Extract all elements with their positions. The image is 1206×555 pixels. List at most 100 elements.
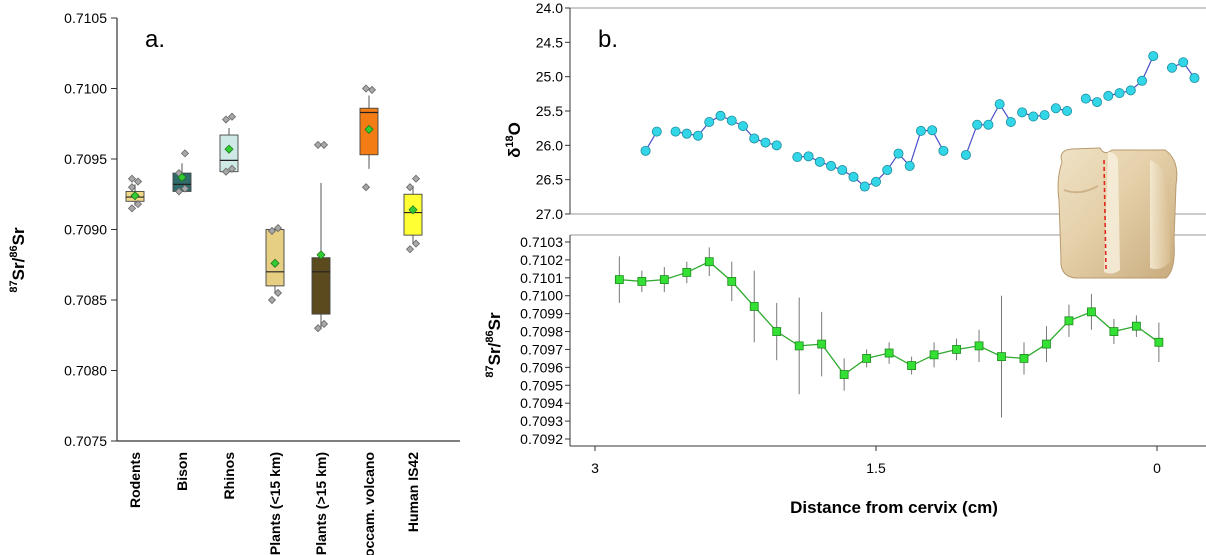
o18-point: [972, 119, 983, 130]
sr-point: [682, 268, 692, 277]
panel-a-label: a.: [145, 26, 165, 53]
box-outlier-point: [174, 187, 184, 196]
sr-point: [1019, 354, 1029, 363]
sr-point: [1109, 327, 1119, 336]
box-outlier-point: [127, 183, 137, 192]
panel-a-category-label: Plants (>15 km): [313, 452, 329, 555]
panel-a-x-labels: Rodents Bison Rhinos Plants (<15 km) Plants …: [127, 452, 421, 555]
panel-a-category-label: Human IS42: [405, 452, 421, 532]
o18-point: [1125, 85, 1136, 96]
panel-a-y-tick-label: 0.7100: [64, 81, 107, 97]
o18-point: [749, 133, 760, 144]
sr-point: [1064, 316, 1074, 326]
panel-a-y-tick-label: 0.7075: [64, 433, 107, 449]
box-outlier-point: [367, 85, 377, 94]
box-outlier-point: [405, 183, 415, 192]
o18-point: [927, 125, 938, 136]
sr-point: [1131, 321, 1141, 331]
panel-a-category-label: Rhinos: [221, 452, 237, 500]
box-outlier-point: [319, 319, 329, 329]
box-outlier-point: [405, 245, 415, 254]
o18-point: [715, 110, 726, 121]
box-outlier-point: [273, 288, 283, 298]
o18-point: [1178, 57, 1189, 68]
panel-b-sr-series: [614, 247, 1164, 418]
tooth-sampling-line: [1103, 159, 1107, 271]
box-rect: [311, 257, 331, 315]
panel-b-bottom-y-tick-label: 0.7094: [520, 395, 563, 411]
o18-point: [640, 145, 651, 156]
panel-b-bottom-y-tick-label: 0.7103: [520, 234, 563, 250]
panel-b-bottom-y-ticks: 0.70920.70930.70940.70950.70960.70970.70…: [520, 234, 570, 447]
o18-point: [1137, 75, 1148, 86]
sr-point: [637, 276, 647, 286]
panel-b-x-ticks: 3 1.5 0: [591, 446, 1161, 476]
o18-point: [1028, 111, 1039, 122]
panel-a-y-tick-label: 0.7095: [64, 151, 107, 167]
o18-point: [871, 176, 882, 187]
panel-b-x-tick-label: 1.5: [866, 460, 886, 476]
panel-a-y-label: 87Sr/86Sr: [8, 227, 28, 293]
panel-b-x-tick-label: 0: [1153, 460, 1161, 476]
box-outlier-point: [411, 174, 421, 183]
o18-point: [1005, 116, 1016, 127]
o18-point: [803, 151, 814, 162]
panel-b-top-y-tick-label: 25.5: [536, 103, 563, 119]
o18-point: [893, 148, 904, 159]
box-outlier-point: [361, 84, 371, 93]
sr-point: [997, 352, 1006, 362]
panel-a-y-tick-label: 0.7085: [64, 292, 107, 308]
panel-b-bottom-y-tick-label: 0.7102: [520, 252, 563, 268]
o18-point: [859, 181, 870, 192]
panel-b-bottom-y-tick-label: 0.7099: [520, 306, 563, 322]
panel-a-y-tick-label: 0.7080: [64, 363, 107, 379]
sr-point: [907, 361, 916, 370]
o18-point: [1080, 93, 1091, 104]
o18-point: [681, 128, 692, 139]
box-outlier-point: [180, 149, 190, 158]
panel-b-bottom-y-tick-label: 0.7097: [520, 341, 563, 357]
o18-point: [760, 137, 771, 148]
o18-point: [882, 165, 893, 176]
box-mean-marker: [316, 250, 326, 260]
box-mean-marker: [408, 205, 418, 215]
panel-b-top-y-tick-label: 27.0: [536, 206, 563, 222]
box-outlier-point: [273, 224, 283, 233]
o18-point: [994, 99, 1005, 110]
o18-point: [726, 115, 737, 126]
sr-point: [1087, 307, 1096, 317]
box-outlier-point: [227, 164, 237, 173]
o18-point: [848, 171, 859, 182]
sr-point: [974, 341, 984, 351]
box-outlier-point: [180, 184, 190, 193]
panel-a-boxes: [125, 84, 423, 333]
o18-point: [704, 116, 715, 127]
o18-point: [693, 130, 704, 141]
box-outlier-point: [227, 112, 237, 121]
panel-b-bottom-y-tick-label: 0.7092: [520, 431, 563, 447]
box-outlier-point: [127, 174, 137, 183]
sr-point: [794, 341, 804, 351]
panel-b-bottom-y-tick-label: 0.7098: [520, 324, 563, 340]
panel-b: b. 24.0 24.5 25.0 25.5 26.0 26.5 27.0 0.7092 0.…: [484, 0, 1206, 517]
o18-point: [960, 149, 971, 160]
panel-a-y-tick-label: 0.7105: [64, 10, 107, 26]
o18-point: [983, 119, 994, 130]
box-outlier-point: [411, 239, 421, 248]
sr-point: [704, 257, 714, 267]
box-outlier-point: [133, 200, 143, 209]
box-rect: [265, 229, 285, 287]
sr-point: [817, 339, 827, 349]
sr-point: [749, 302, 759, 311]
box-outlier-point: [361, 183, 371, 192]
panel-b-top-y-ticks: 24.0 24.5 25.0 25.5 26.0 26.5 27.0: [536, 0, 570, 222]
panel-b-bottom-y-tick-label: 0.7101: [520, 270, 563, 286]
panel-b-top-y-tick-label: 25.0: [536, 69, 563, 85]
sr-point: [659, 275, 669, 285]
panel-a-category-label: Bison: [174, 452, 190, 491]
o18-point: [826, 160, 837, 171]
panel-b-bottom-y-tick-label: 0.7093: [520, 413, 563, 429]
o18-point: [771, 140, 782, 151]
box-outlier-point: [313, 140, 323, 149]
